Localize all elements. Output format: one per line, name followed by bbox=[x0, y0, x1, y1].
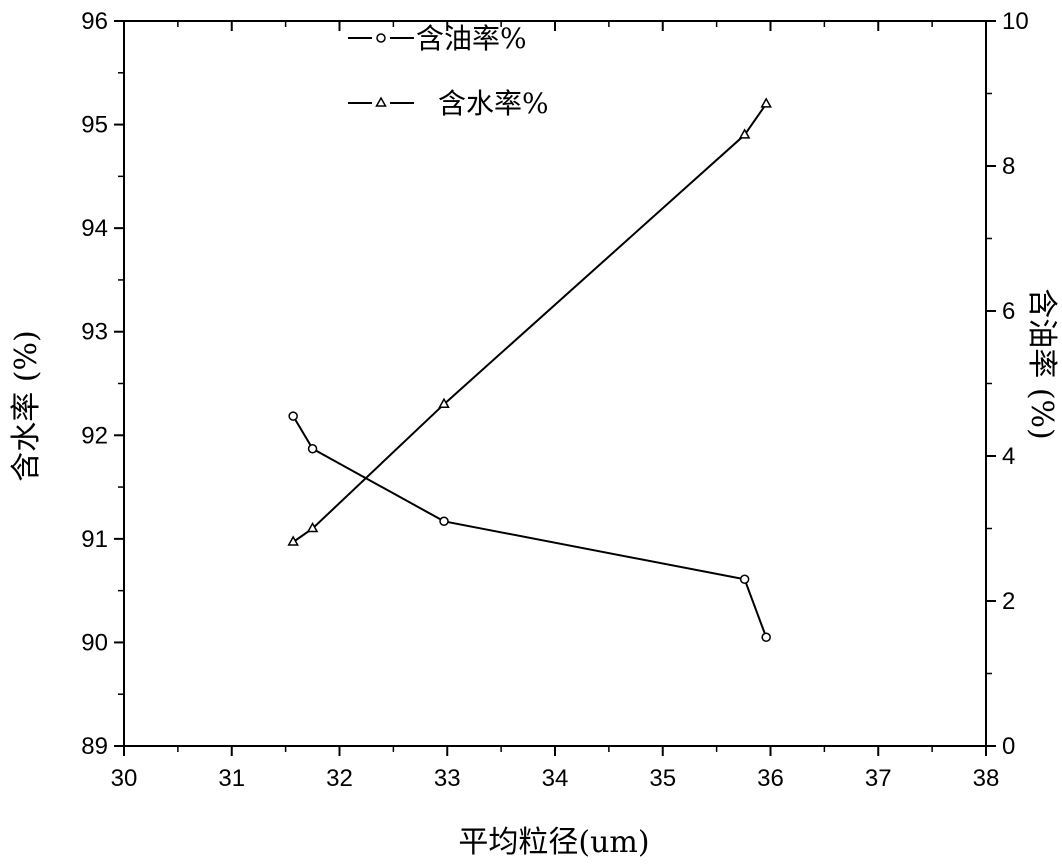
data-point-circle bbox=[761, 632, 771, 642]
data-point-triangle bbox=[760, 97, 772, 108]
right-y-tick-label: 2 bbox=[1002, 588, 1015, 615]
x-axis-title: 平均粒径(um) bbox=[458, 825, 649, 860]
left-y-tick-label: 93 bbox=[81, 319, 108, 346]
series-line-oil bbox=[292, 415, 768, 638]
right-y-axis-title: 含油率 (%) bbox=[1024, 288, 1059, 439]
x-tick-label: 30 bbox=[111, 765, 138, 792]
x-tick-label: 31 bbox=[218, 765, 245, 792]
data-point-triangle bbox=[738, 128, 751, 139]
x-tick-label: 34 bbox=[542, 765, 569, 792]
data-point-circle bbox=[288, 411, 298, 421]
x-tick-label: 33 bbox=[434, 765, 461, 792]
left-y-axis-title: 含水率 (%) bbox=[9, 330, 44, 481]
left-y-tick-label: 96 bbox=[81, 8, 108, 35]
left-y-tick-label: 89 bbox=[81, 733, 108, 760]
x-tick-label: 32 bbox=[326, 765, 353, 792]
data-point-circle bbox=[307, 444, 318, 454]
data-point-triangle bbox=[306, 521, 319, 533]
left-y-tick-label: 95 bbox=[81, 112, 108, 139]
data-point-circle bbox=[439, 516, 449, 526]
x-tick-label: 38 bbox=[973, 765, 1000, 792]
x-tick-label: 37 bbox=[865, 765, 892, 792]
plot-area-border bbox=[123, 20, 987, 747]
right-y-tick-label: 6 bbox=[1002, 298, 1015, 325]
data-point-triangle bbox=[438, 397, 450, 408]
left-y-tick-label: 91 bbox=[81, 526, 108, 553]
x-axis-ticks: 30 31 32 33 34 35 36 37 38 bbox=[111, 21, 1000, 792]
legend-label-water: 含水率% bbox=[438, 87, 549, 120]
x-tick-label: 35 bbox=[649, 765, 676, 792]
left-y-tick-label: 90 bbox=[81, 629, 108, 656]
right-y-tick-label: 0 bbox=[1002, 733, 1015, 760]
legend-marker-triangle bbox=[375, 96, 387, 107]
legend-marker-circle bbox=[376, 33, 386, 43]
left-y-tick-label: 94 bbox=[81, 215, 108, 242]
plot-frame bbox=[123, 20, 987, 747]
left-y-tick-label: 92 bbox=[81, 422, 108, 449]
right-y-tick-label: 8 bbox=[1002, 153, 1015, 180]
right-y-tick-label: 4 bbox=[1002, 443, 1015, 470]
series-layer bbox=[287, 97, 772, 642]
data-point-circle bbox=[739, 574, 750, 584]
left-y-axis-ticks: 89 90 91 92 93 94 95 96 bbox=[81, 8, 124, 760]
legend-label-oil: 含油率% bbox=[416, 22, 527, 55]
data-point-triangle bbox=[287, 535, 299, 546]
legend-item-oil: 含油率% bbox=[348, 22, 527, 55]
right-y-axis-ticks: 0 2 4 6 8 10 bbox=[986, 8, 1029, 760]
right-y-tick-label: 10 bbox=[1002, 8, 1029, 35]
legend-item-water: 含水率% bbox=[348, 87, 549, 120]
legend: 含油率% 含水率% bbox=[348, 22, 549, 120]
x-tick-label: 36 bbox=[757, 765, 784, 792]
